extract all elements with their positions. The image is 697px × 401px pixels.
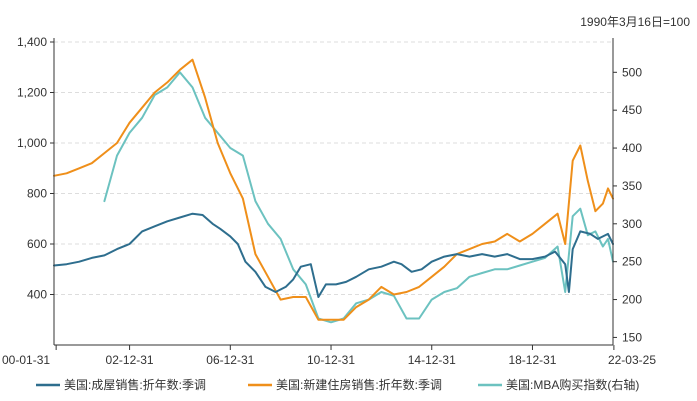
x-tick-label: 10-12-31 (307, 353, 355, 367)
y-left-tick-label: 1,200 (17, 86, 47, 100)
axes: 400 600 800 1,000 1,200 1,400 150 200 250 300 350 4… (2, 35, 656, 367)
x-tick-label: 02-12-31 (106, 353, 154, 367)
y-left-tick-label: 400 (27, 288, 47, 302)
x-tick-label: 14-12-31 (408, 353, 456, 367)
x-tick-label: 00-01-31 (2, 353, 50, 367)
index-base-note: 1990年3月16日=100 (580, 15, 690, 29)
x-tick-label: 18-12-31 (508, 353, 556, 367)
y-right-tick-label: 150 (622, 330, 642, 344)
legend-label: 美国:成屋销售:折年数:季调 (64, 377, 206, 392)
y-right-tick-label: 250 (622, 255, 642, 269)
y-left-tick-label: 1,000 (17, 136, 47, 150)
series-lines (53, 58, 614, 324)
y-right-tick-label: 400 (622, 141, 642, 155)
y-right-tick-label: 500 (622, 65, 642, 79)
x-tick-label: 06-12-31 (206, 353, 254, 367)
y-left-tick-label: 1,400 (17, 35, 47, 49)
y-right-tick-label: 300 (622, 217, 642, 231)
y-right-tick-label: 450 (622, 103, 642, 117)
series-line-1 (53, 58, 614, 321)
legend-label: 美国:新建住房销售:折年数:季调 (276, 377, 442, 392)
y-right-tick-label: 350 (622, 179, 642, 193)
y-left-tick-label: 600 (27, 237, 47, 251)
x-tick-label: 22-03-25 (608, 353, 656, 367)
grid-lines (54, 41, 613, 295)
series-line-2 (103, 71, 614, 324)
y-right-tick-label: 200 (622, 293, 642, 307)
y-left-tick-label: 800 (27, 187, 47, 201)
legend-label: 美国:MBA购买指数(右轴) (506, 377, 639, 392)
legend: 美国:成屋销售:折年数:季调 美国:新建住房销售:折年数:季调 美国:MBA购买指数… (36, 377, 639, 392)
series-line-0 (53, 212, 614, 298)
